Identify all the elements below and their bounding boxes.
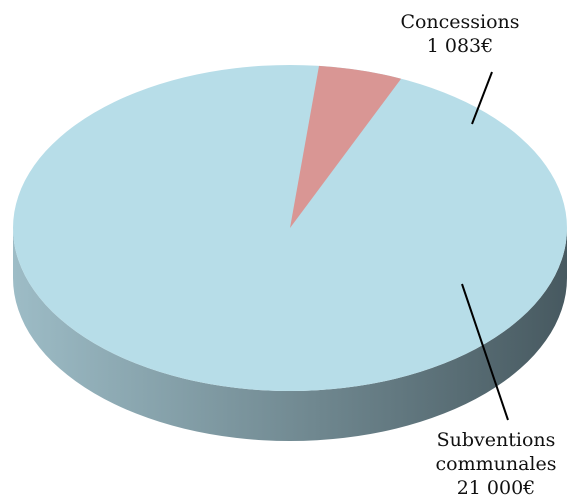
label-subventions: Subventions communales 21 000€: [425, 428, 567, 500]
slice-concessions: [290, 65, 402, 229]
label-concessions-name: Concessions: [400, 11, 520, 33]
label-subventions-name: Subventions: [436, 429, 556, 451]
pie-side: [13, 228, 567, 441]
label-subventions-value: 21 000€: [456, 477, 536, 499]
leader-line-subventions: [461, 283, 509, 421]
label-subventions-name-2: communales: [435, 453, 557, 475]
label-concessions-value: 1 083€: [426, 35, 494, 57]
label-concessions: Concessions 1 083€: [390, 10, 530, 58]
leader-line-concessions: [471, 71, 493, 125]
